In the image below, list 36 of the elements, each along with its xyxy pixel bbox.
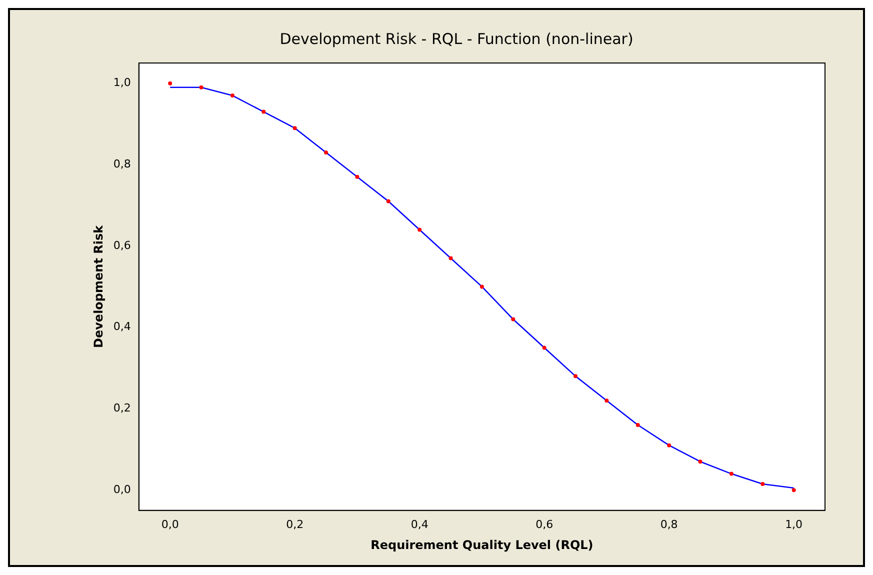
y-tick-label: 0,8 — [113, 158, 131, 171]
x-tick-label: 0,6 — [536, 518, 554, 531]
point — [355, 174, 360, 179]
point — [698, 460, 702, 464]
point — [574, 374, 578, 378]
y-tick-label: 0,4 — [113, 320, 131, 334]
y-tick-label: 1,0 — [113, 76, 131, 90]
y-tick-label: 0,2 — [113, 402, 131, 415]
x-tick-label: 0,2 — [286, 518, 304, 531]
point — [230, 94, 234, 98]
point — [324, 150, 328, 154]
point — [604, 398, 609, 403]
point — [448, 256, 453, 260]
x-axis-title: Requirement Quality Level (RQL) — [370, 538, 594, 552]
point — [386, 199, 390, 204]
point — [292, 126, 297, 130]
x-tick-label: 0,4 — [410, 518, 428, 531]
y-tick-label: 0,0 — [113, 482, 131, 496]
point — [667, 443, 672, 448]
point — [760, 482, 765, 486]
point — [480, 284, 484, 289]
y-tick-label: 0,6 — [113, 238, 131, 252]
x-tick-label: 0,0 — [161, 518, 179, 531]
point — [418, 228, 422, 232]
point — [168, 81, 172, 86]
x-tick-label: 1,0 — [785, 518, 803, 531]
y-axis-title: Development Risk — [91, 224, 106, 348]
point — [792, 488, 796, 492]
point — [511, 317, 516, 322]
point — [262, 110, 266, 114]
point — [199, 85, 204, 90]
chart-title: Development Risk - RQL - Function (non-linear) — [280, 30, 634, 48]
point — [729, 472, 734, 476]
x-tick-label: 0,8 — [660, 518, 678, 531]
point — [542, 346, 546, 350]
point — [636, 422, 640, 427]
